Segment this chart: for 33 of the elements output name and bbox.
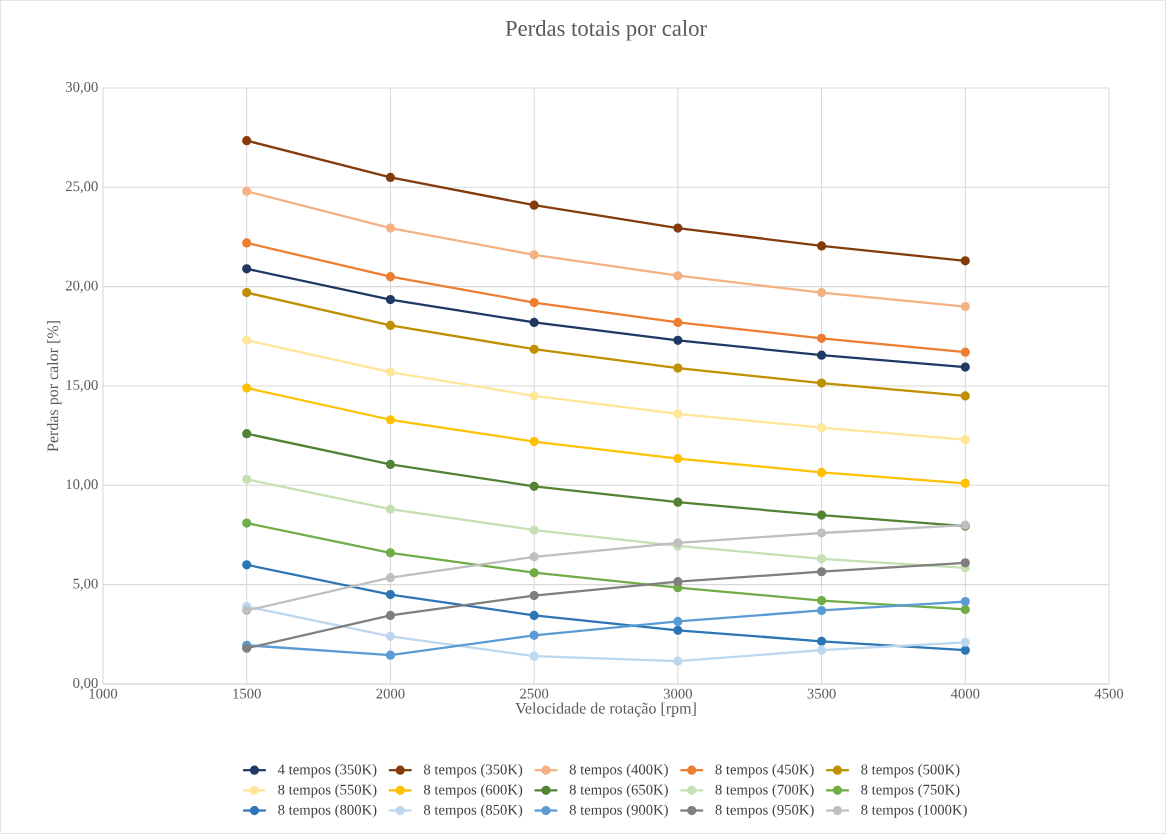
legend-label: 8 tempos (750K) (861, 784, 960, 798)
x-tick-label: 1500 (233, 688, 261, 699)
x-tick-label: 4500 (1094, 688, 1124, 699)
y-tick-label: 0,00 (73, 677, 98, 690)
x-tick-label: 1000 (89, 688, 118, 699)
legend-label: 8 tempos (1000K) (861, 804, 967, 818)
legend-label: 8 tempos (500K) (861, 764, 960, 778)
legend-label: 8 tempos (350K) (423, 764, 523, 778)
legend-label: 8 tempos (600K) (423, 784, 523, 798)
x-axis-title: Velocidade de rotação [rpm] (515, 702, 696, 717)
x-tick-label: 2000 (376, 688, 405, 699)
chart-title: Perdas totais por calor (505, 20, 707, 41)
legend-label: 8 tempos (550K) (278, 784, 377, 798)
x-tick-label: 4000 (950, 688, 980, 699)
legend-label: 8 tempos (400K) (569, 764, 668, 778)
x-tick-label: 3000 (663, 688, 692, 699)
y-tick-label: 30,00 (66, 81, 98, 94)
legend-label: 8 tempos (700K) (715, 784, 814, 798)
legend-label: 8 tempos (850K) (423, 804, 523, 818)
y-tick-label: 5,00 (73, 578, 98, 591)
x-tick-label: 3500 (807, 688, 836, 699)
x-tick-label: 2500 (520, 688, 549, 699)
legend-label: 8 tempos (650K) (569, 784, 668, 798)
legend-label: 8 tempos (950K) (715, 804, 814, 818)
y-tick-label: 20,00 (65, 280, 98, 293)
y-tick-label: 25,00 (65, 181, 98, 194)
legend-label: 8 tempos (800K) (278, 804, 377, 818)
y-tick-label: 15,00 (66, 379, 98, 392)
legend-label: 8 tempos (450K) (715, 764, 814, 778)
y-axis-title: Perdas por calor [%] (46, 321, 62, 452)
legend-label: 4 tempos (350K) (277, 764, 377, 778)
y-tick-label: 10,00 (66, 479, 98, 492)
legend-label: 8 tempos (900K) (569, 804, 668, 818)
